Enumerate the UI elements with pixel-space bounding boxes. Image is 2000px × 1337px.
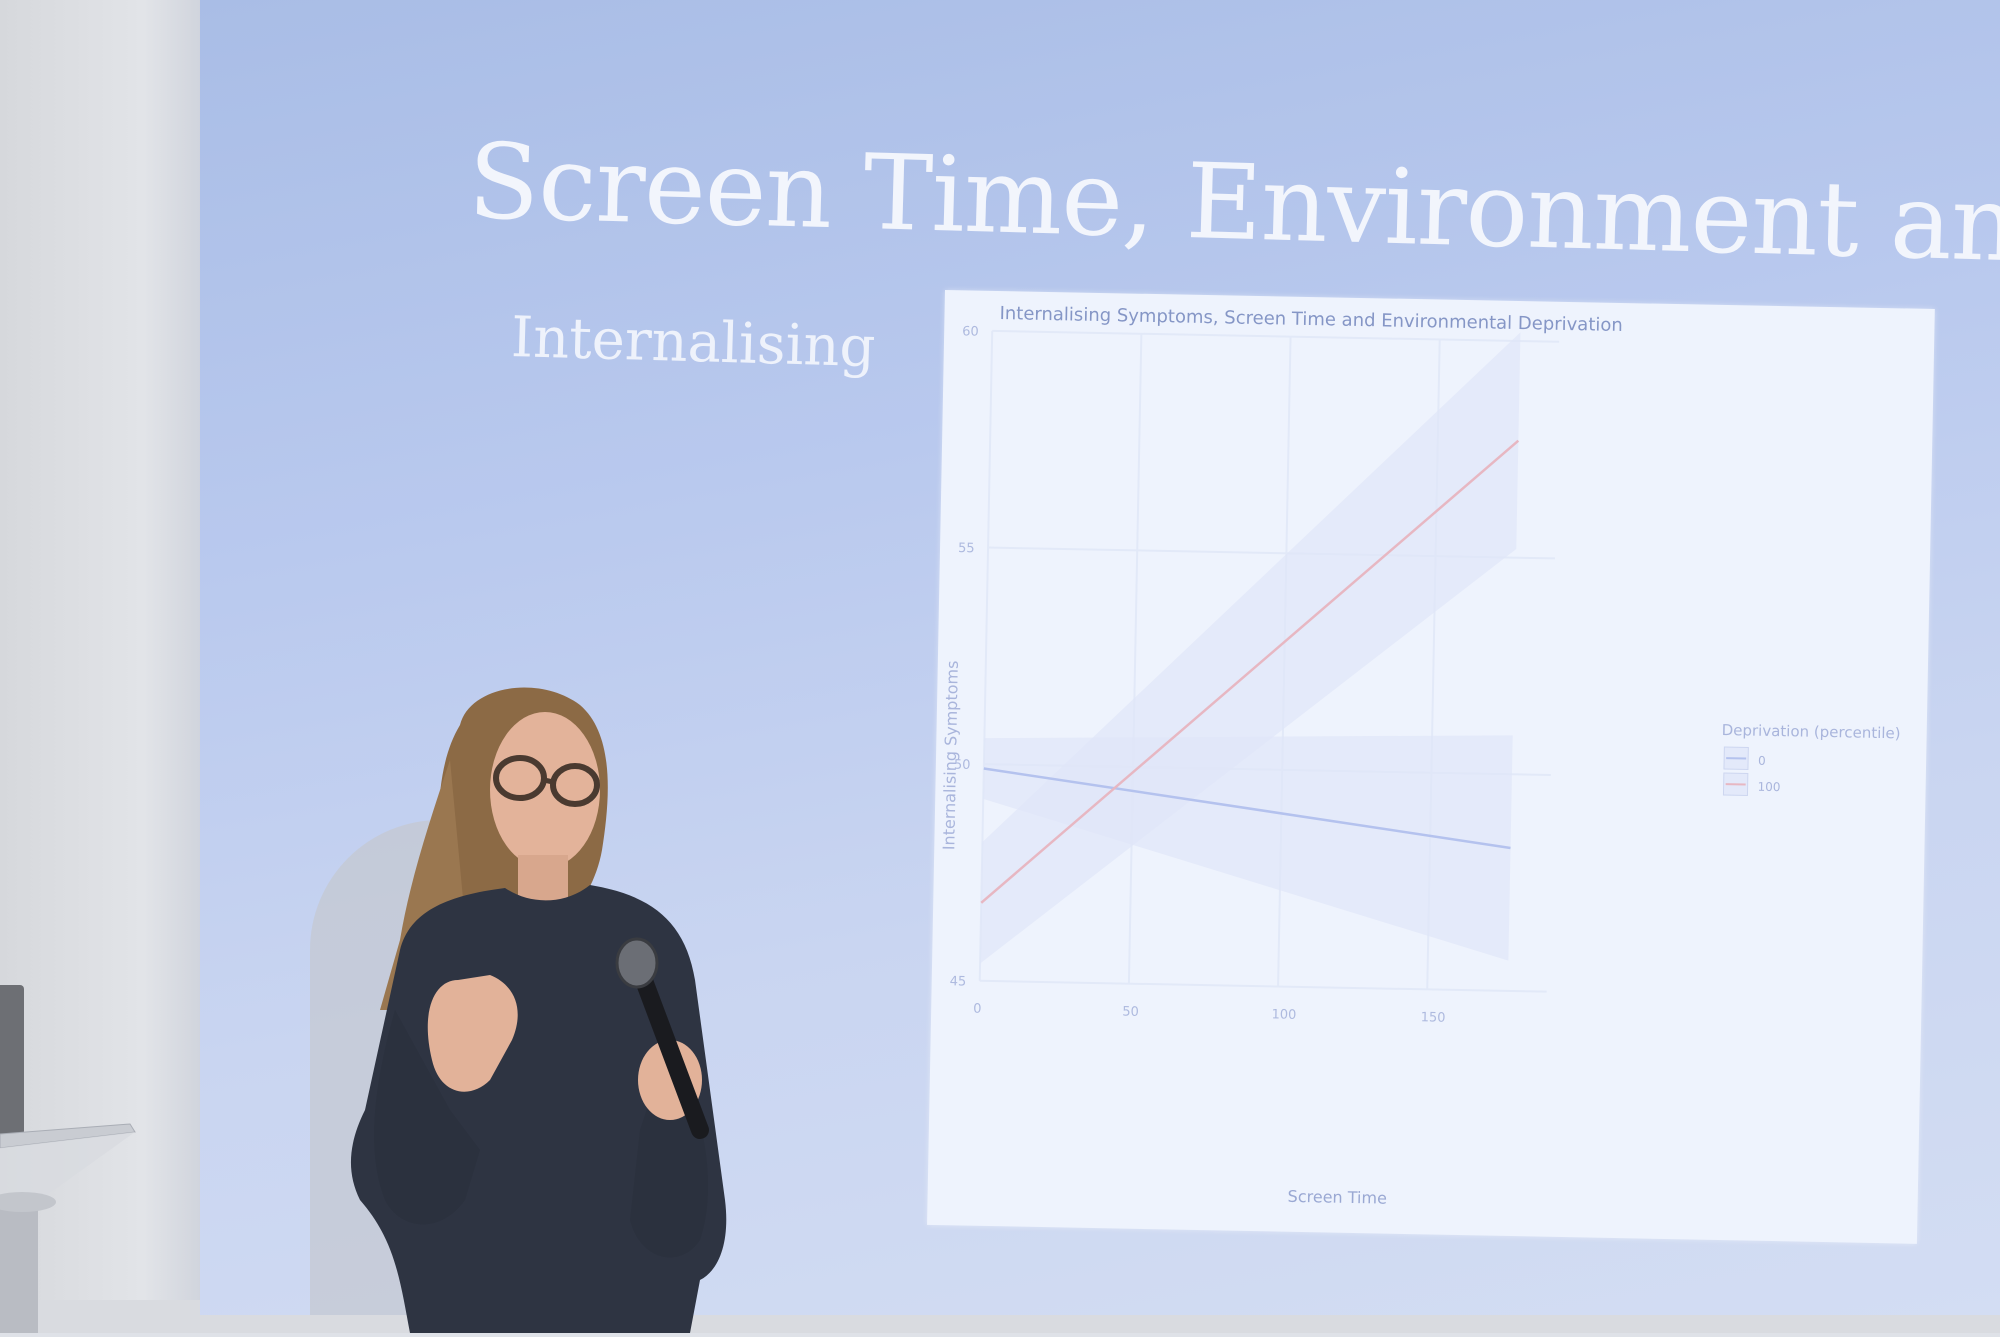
y-tick-label-2: 55 [958, 541, 975, 556]
legend-title: Deprivation (percentile) [1722, 721, 1901, 742]
x-gridline-1 [1129, 334, 1141, 984]
x-tick-label-0: 0 [973, 1002, 982, 1017]
chart-panel: Internalising Symptoms, Screen Time and … [927, 290, 1935, 1244]
legend-label-0: 0 [1758, 754, 1766, 768]
slide-title: Screen Time, Environment and Well-Bein [467, 120, 2000, 302]
y-tick-label-0: 45 [950, 974, 967, 989]
speaker-face [490, 712, 600, 868]
x-tick-label-2: 100 [1271, 1007, 1296, 1022]
chart-title: Internalising Symptoms, Screen Time and … [999, 303, 1623, 336]
laptop [0, 985, 24, 1135]
confidence-bands [980, 322, 1520, 973]
legend: Deprivation (percentile) 0 100 [1720, 721, 1900, 798]
x-axis-label: Screen Time [1287, 1187, 1387, 1208]
legend-label-100: 100 [1757, 780, 1780, 794]
x-tick-label-1: 50 [1122, 1005, 1139, 1020]
x-tick-label-3: 150 [1421, 1010, 1446, 1025]
slide-subtitle: Internalising [510, 305, 876, 380]
y-gridline-0 [980, 981, 1547, 992]
y-tick-label-3: 60 [962, 324, 979, 339]
y-axis-label: Internalising Symptoms [939, 660, 962, 850]
line-chart: Internalising Symptoms, Screen Time and … [927, 290, 1935, 1244]
speaker [340, 680, 770, 1333]
lectern [0, 1120, 140, 1333]
